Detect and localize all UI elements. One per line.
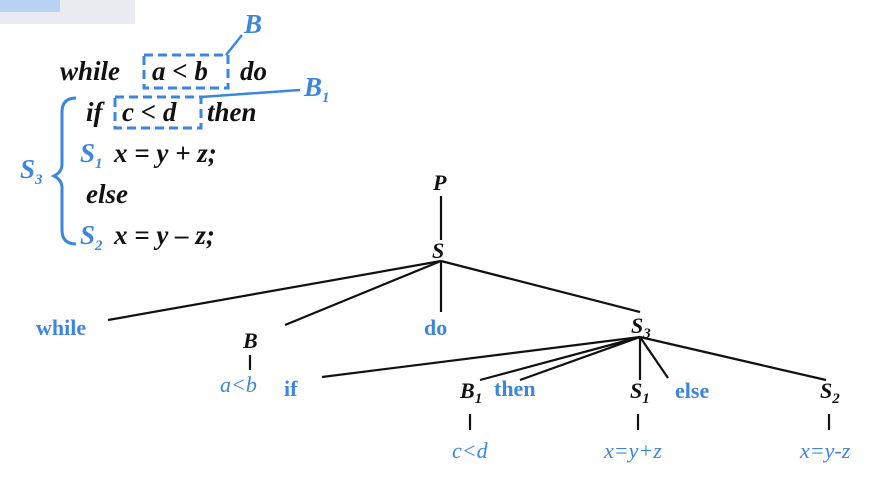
edge-s3-b1 [480,337,640,380]
s3-brace [54,98,76,244]
edge-s3-if [322,337,640,377]
leaf-if: if [284,376,298,401]
node-s2: S2 [820,378,840,407]
node-b: B [242,328,258,353]
s1-code-label: S1 [80,138,103,172]
edge-s-s3 [441,261,640,312]
leaf-else: else [675,378,709,403]
b1-pointer-line [201,90,300,97]
leaf-x-eq-y-minus-z: x=y-z [799,438,851,463]
code-block: while a < b do if c < d then S1 x = y + … [20,9,330,254]
keyword-if: if [86,97,106,127]
header-artifact-accent [0,0,60,12]
b-pointer-line [226,35,242,55]
b-code-label: B [243,9,262,39]
keyword-do: do [240,56,267,86]
node-s1: S1 [630,378,650,407]
outer-condition: a < b [152,56,208,86]
leaf-do: do [424,315,447,340]
s3-code-label: S3 [20,154,43,188]
leaf-then: then [494,376,536,401]
leaf-c-lt-d: c<d [452,438,489,463]
node-s3: S3 [631,313,651,342]
node-s: S [432,238,444,263]
edge-s-b [285,261,441,325]
s2-statement: x = y – z; [113,220,215,250]
node-b1: B1 [459,378,482,407]
inner-condition: c < d [122,97,177,127]
node-p: P [432,170,447,195]
b1-code-label: B1 [303,72,330,106]
edge-s3-s2 [640,337,826,380]
keyword-then: then [207,97,257,127]
leaf-while: while [36,315,86,340]
keyword-else: else [86,179,128,209]
keyword-while: while [60,56,120,86]
s1-statement: x = y + z; [113,138,217,168]
s2-code-label: S2 [80,220,103,254]
leaf-a-lt-b: a<b [220,372,257,397]
tree-nodes: P S while B a<b do S3 if B1 then S1 else… [36,170,851,463]
leaf-x-eq-y-plus-z: x=y+z [603,438,662,463]
edge-s-while [108,261,441,320]
